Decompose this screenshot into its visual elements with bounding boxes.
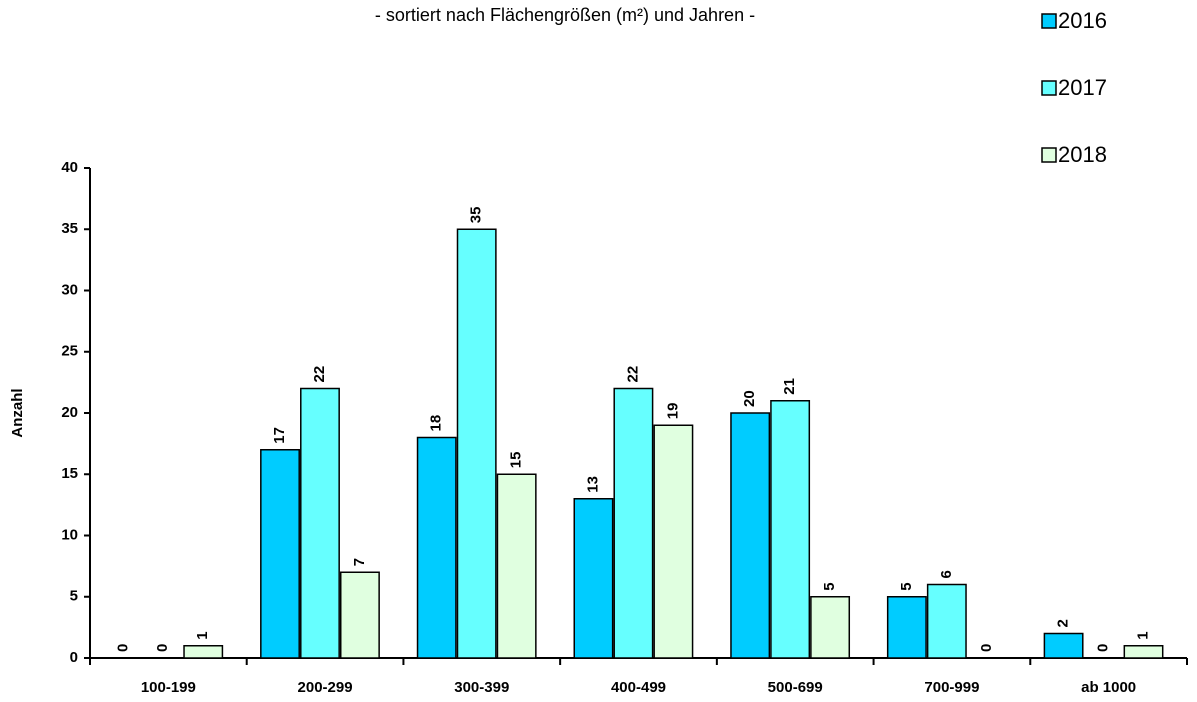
bar	[1123, 645, 1164, 659]
legend-swatch	[1041, 147, 1057, 163]
data-label: 0	[154, 644, 171, 652]
data-label: 22	[311, 366, 328, 383]
bar	[1043, 632, 1084, 659]
data-label: 0	[978, 644, 995, 652]
x-tick-label: 700-999	[924, 679, 979, 696]
bar	[770, 400, 811, 659]
y-tick-label: 30	[61, 281, 78, 298]
data-label: 5	[821, 582, 838, 590]
data-label: 21	[781, 378, 798, 395]
data-label: 20	[741, 390, 758, 407]
bar	[416, 436, 457, 659]
legend-label: 2018	[1058, 142, 1107, 167]
bar	[456, 228, 497, 659]
y-tick-label: 25	[61, 343, 78, 360]
data-label: 5	[898, 582, 915, 590]
data-label: 19	[664, 403, 681, 420]
data-label: 17	[271, 427, 288, 444]
legend-swatch	[1041, 80, 1057, 96]
data-label: 6	[938, 570, 955, 578]
y-tick-label: 0	[70, 649, 78, 666]
bar	[926, 583, 967, 659]
bar	[573, 498, 614, 659]
y-tick-label: 15	[61, 465, 78, 482]
bar	[496, 473, 537, 659]
x-tick-label: 500-699	[768, 679, 823, 696]
data-label: 1	[1134, 631, 1151, 639]
x-tick-label: 100-199	[141, 679, 196, 696]
data-label: 22	[624, 366, 641, 383]
bar	[260, 449, 300, 659]
data-label: 18	[428, 415, 445, 432]
y-tick-label: 35	[61, 220, 78, 237]
x-tick-label: ab 1000	[1081, 679, 1136, 696]
bar	[300, 387, 340, 659]
bar	[653, 424, 694, 659]
data-label: 15	[508, 452, 525, 469]
bar	[730, 412, 771, 659]
x-tick-label: 400-499	[611, 679, 666, 696]
y-tick-label: 5	[70, 588, 78, 605]
legend-swatch	[1041, 13, 1057, 29]
data-label: 1	[194, 631, 211, 639]
x-tick-label: 200-299	[298, 679, 353, 696]
bar	[613, 387, 654, 659]
legend-label: 2017	[1058, 75, 1107, 100]
bar	[886, 596, 927, 659]
data-label: 35	[468, 207, 485, 224]
y-tick-label: 40	[61, 159, 78, 176]
x-tick-label: 300-399	[454, 679, 509, 696]
data-label: 0	[1095, 644, 1112, 652]
y-axis-label: Anzahl	[9, 388, 26, 437]
chart-subtitle: - sortiert nach Flächengrößen (m²) und J…	[375, 5, 755, 25]
data-label: 2	[1055, 619, 1072, 627]
data-label: 13	[584, 476, 601, 493]
bar	[810, 596, 851, 659]
y-tick-label: 20	[61, 404, 78, 421]
legend-label: 2016	[1058, 8, 1107, 33]
y-tick-label: 10	[61, 526, 78, 543]
data-label: 7	[351, 558, 368, 566]
bar	[183, 645, 224, 659]
bar	[339, 571, 380, 659]
data-label: 0	[114, 644, 131, 652]
